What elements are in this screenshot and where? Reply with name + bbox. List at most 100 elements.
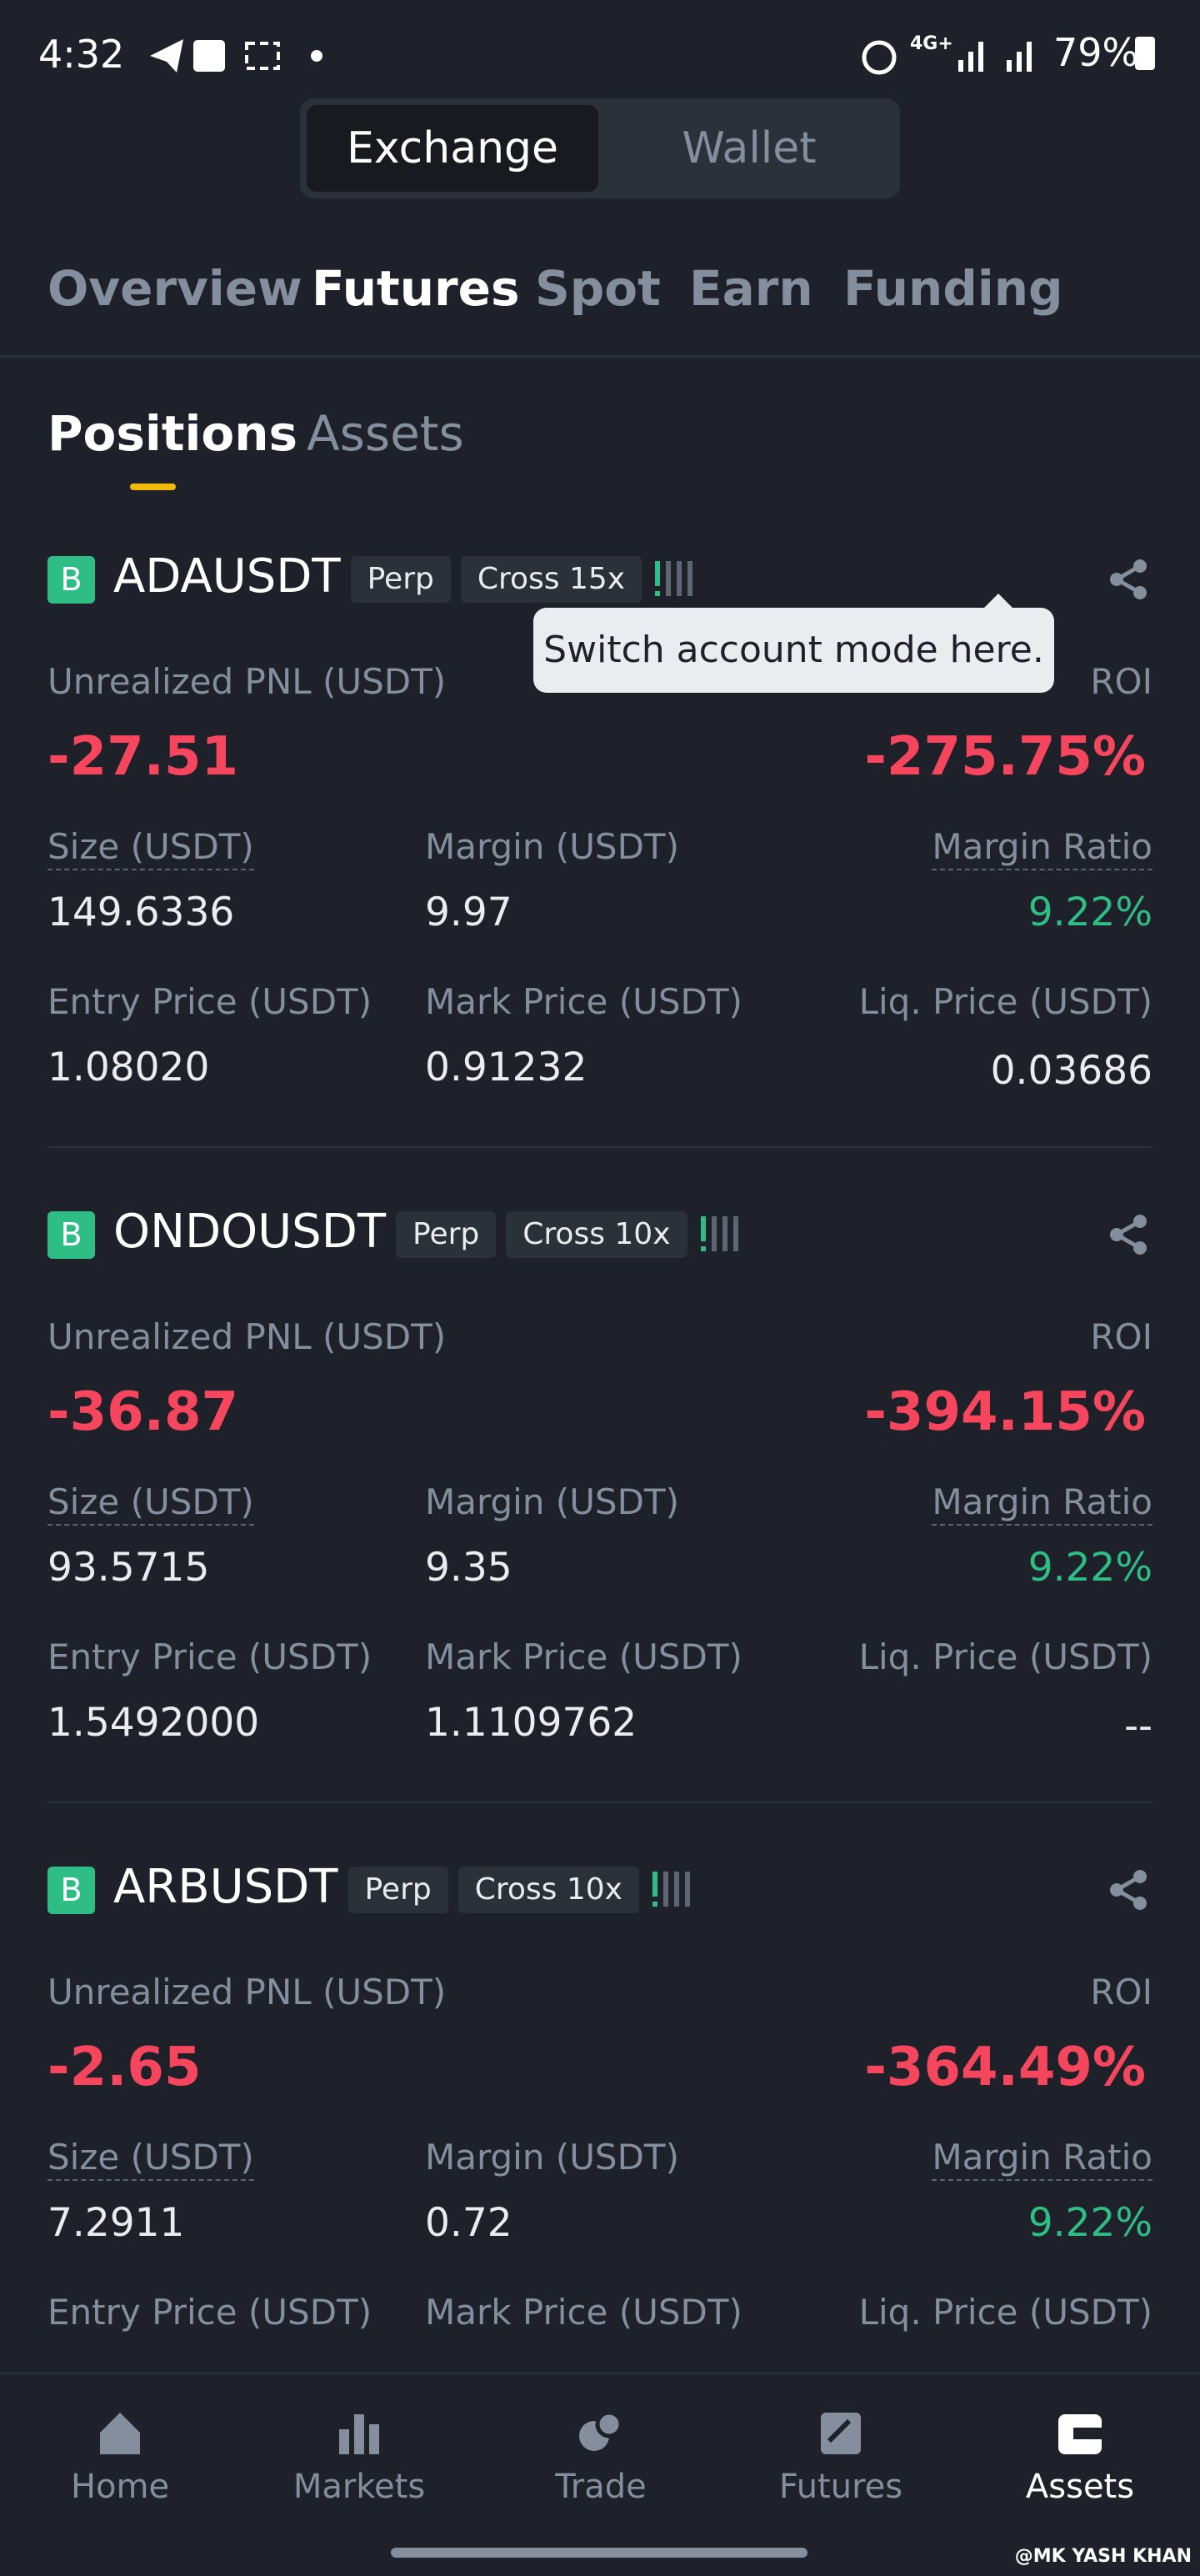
type-chip[interactable]: Perp bbox=[350, 556, 451, 603]
nav-label[interactable]: Home bbox=[70, 2468, 170, 2506]
margin-value: 9.97 bbox=[425, 890, 512, 935]
toggle-option[interactable]: Exchange bbox=[346, 123, 559, 173]
tab[interactable]: Futures bbox=[312, 260, 520, 317]
risk-icon bbox=[700, 1216, 738, 1251]
entry-label: Entry Price (USDT) bbox=[48, 981, 372, 1022]
pnl-label: Unrealized PNL (USDT) bbox=[48, 661, 447, 702]
mark-label: Mark Price (USDT) bbox=[425, 2292, 742, 2333]
sub-tab[interactable]: Assets bbox=[307, 405, 464, 462]
risk-bars bbox=[652, 1872, 694, 1912]
signal-icon bbox=[958, 42, 1032, 72]
pnl-value: -27.51 bbox=[48, 726, 238, 788]
battery-icon bbox=[1135, 37, 1155, 70]
risk-bars bbox=[655, 561, 697, 601]
nav-icon bbox=[339, 2414, 379, 2454]
toggle-active bbox=[307, 105, 598, 192]
share-icon[interactable] bbox=[1108, 1868, 1150, 1915]
type-chip[interactable]: Perp bbox=[396, 1211, 497, 1258]
mode-chip[interactable]: Cross 15x bbox=[460, 556, 642, 603]
nav-icon bbox=[579, 2410, 623, 2451]
side-badge: B bbox=[48, 1867, 95, 1914]
liq-label: Liq. Price (USDT) bbox=[858, 2292, 1152, 2333]
alarm-icon bbox=[862, 40, 897, 75]
share-icon[interactable] bbox=[1108, 558, 1150, 601]
margin-ratio-label: Margin Ratio bbox=[932, 2137, 1152, 2181]
nav-icon bbox=[1055, 2408, 1105, 2461]
roi-value: -394.15% bbox=[864, 1381, 1146, 1443]
liq-value: 0.03686 bbox=[990, 1048, 1152, 1094]
status-network: 4G+ bbox=[910, 33, 953, 54]
card-divider bbox=[48, 1802, 1152, 1803]
nav-icon bbox=[1058, 2414, 1102, 2454]
size-value: 149.6336 bbox=[48, 890, 235, 935]
share-icon[interactable] bbox=[1108, 1868, 1150, 1912]
nav-label[interactable]: Futures bbox=[778, 2468, 903, 2506]
entry-label: Entry Price (USDT) bbox=[48, 2292, 372, 2333]
pnl-label: Unrealized PNL (USDT) bbox=[48, 1972, 447, 2012]
liq-label: Liq. Price (USDT) bbox=[858, 1636, 1152, 1677]
tooltip[interactable]: Switch account mode here. bbox=[533, 608, 1054, 693]
margin-ratio-value: 9.22% bbox=[1028, 2200, 1152, 2246]
share-icon[interactable] bbox=[1108, 1213, 1150, 1260]
status-icons bbox=[150, 35, 333, 80]
liq-value: -- bbox=[1124, 1703, 1152, 1749]
nav-icon bbox=[95, 2408, 145, 2461]
type-chip[interactable]: Perp bbox=[348, 1867, 448, 1913]
margin-value: 0.72 bbox=[425, 2200, 512, 2246]
size-value: 7.2911 bbox=[48, 2200, 185, 2246]
liq-label: Liq. Price (USDT) bbox=[858, 981, 1152, 1022]
mark-value: 1.1109762 bbox=[425, 1700, 638, 1746]
margin-label: Margin (USDT) bbox=[425, 826, 679, 867]
risk-bars bbox=[700, 1216, 742, 1256]
nav-icon bbox=[334, 2408, 384, 2461]
nav-label[interactable]: Assets bbox=[1025, 2468, 1135, 2506]
symbol: ONDOUSDT bbox=[113, 1205, 387, 1259]
nav-icon bbox=[821, 2413, 861, 2454]
margin-value: 9.35 bbox=[425, 1545, 512, 1591]
sub-tab-indicator bbox=[130, 484, 176, 490]
roi-label: ROI bbox=[1090, 1316, 1152, 1357]
card-divider bbox=[48, 1146, 1152, 1148]
status-alarm bbox=[858, 35, 900, 80]
nav-label[interactable]: Trade bbox=[555, 2468, 647, 2506]
nav-icon bbox=[816, 2408, 866, 2461]
margin-ratio-value: 9.22% bbox=[1028, 890, 1152, 935]
nav-label[interactable]: Markets bbox=[292, 2468, 426, 2506]
mode-chip[interactable]: Cross 10x bbox=[506, 1211, 688, 1258]
toggle-option[interactable]: Wallet bbox=[682, 123, 817, 173]
symbol: ARBUSDT bbox=[113, 1860, 338, 1914]
tab[interactable]: Overview bbox=[48, 260, 302, 317]
share-icon[interactable] bbox=[1108, 1213, 1150, 1256]
status-signal bbox=[958, 35, 1058, 77]
share-icon[interactable] bbox=[1108, 558, 1150, 604]
mark-value: 0.91232 bbox=[425, 1045, 588, 1090]
tab-divider bbox=[0, 355, 1200, 358]
nav-icon bbox=[576, 2408, 626, 2461]
tooltip-arrow bbox=[980, 594, 1017, 612]
margin-ratio-value: 9.22% bbox=[1028, 1545, 1152, 1591]
pnl-label: Unrealized PNL (USDT) bbox=[48, 1316, 447, 1357]
roi-label: ROI bbox=[1090, 1972, 1152, 2012]
risk-icon bbox=[655, 561, 693, 596]
size-label: Size (USDT) bbox=[48, 826, 254, 870]
roi-value: -275.75% bbox=[864, 726, 1146, 788]
side-badge: B bbox=[48, 556, 95, 604]
status-icons bbox=[150, 39, 322, 73]
tab[interactable]: Spot bbox=[535, 260, 661, 317]
side-badge: B bbox=[48, 1211, 95, 1259]
tab[interactable]: Funding bbox=[843, 260, 1063, 317]
mark-label: Mark Price (USDT) bbox=[425, 1636, 742, 1677]
margin-ratio-label: Margin Ratio bbox=[932, 826, 1152, 870]
bottom-nav: Home Markets Trade Futures Assets @MK YASH KH… bbox=[0, 2373, 1200, 2576]
sub-tab[interactable]: Positions bbox=[48, 405, 298, 462]
entry-value: 1.08020 bbox=[48, 1045, 210, 1090]
risk-icon bbox=[652, 1872, 690, 1907]
pnl-value: -36.87 bbox=[48, 1381, 238, 1443]
size-value: 93.5715 bbox=[48, 1545, 210, 1591]
roi-label: ROI bbox=[1090, 661, 1152, 702]
entry-label: Entry Price (USDT) bbox=[48, 1636, 372, 1677]
tab[interactable]: Earn bbox=[689, 260, 813, 317]
mode-chip[interactable]: Cross 10x bbox=[458, 1867, 639, 1913]
roi-value: -364.49% bbox=[864, 2037, 1146, 2098]
